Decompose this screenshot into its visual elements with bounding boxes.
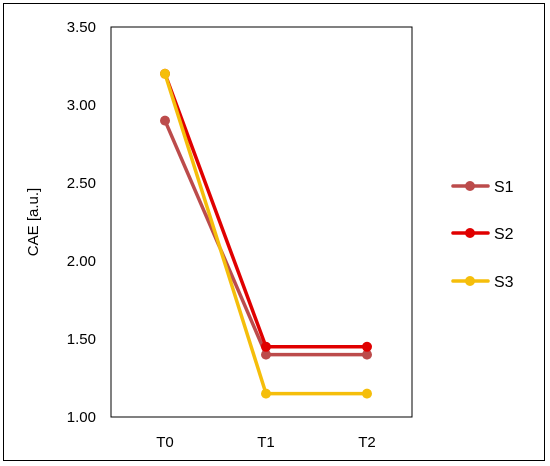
legend-item: S2 [451, 226, 514, 243]
data-point [362, 388, 372, 399]
y-tick-label: 3.50 [67, 19, 96, 36]
legend: S1 S2 S3 [451, 179, 514, 291]
legend-swatch-marker [465, 181, 475, 191]
plot-area [110, 26, 413, 418]
series-s1 [160, 115, 372, 360]
y-tick-label: 1.00 [67, 409, 96, 426]
series-group [160, 68, 372, 399]
data-point [362, 341, 372, 352]
x-axis: T0 T1 T2 [156, 434, 376, 451]
y-axis: 1.00 1.50 2.00 2.50 3.00 3.50 [67, 19, 96, 426]
data-point [160, 115, 170, 126]
legend-label: S3 [494, 274, 514, 291]
legend-item: S3 [451, 274, 514, 291]
legend-label: S2 [494, 226, 514, 243]
data-point [362, 349, 372, 360]
y-tick-label: 3.00 [67, 97, 96, 114]
data-point [160, 68, 170, 79]
legend-item: S1 [451, 179, 514, 196]
x-tick-label: T1 [257, 434, 275, 451]
series-s3 [160, 68, 372, 399]
y-tick-label: 2.00 [67, 253, 96, 270]
x-tick-label: T2 [358, 434, 376, 451]
y-tick-label: 1.50 [67, 331, 96, 348]
data-point [261, 349, 271, 360]
legend-swatch-marker [465, 228, 475, 238]
x-tick-label: T0 [156, 434, 174, 451]
data-point [261, 388, 271, 399]
data-point [261, 341, 271, 352]
y-axis-label: CAE [a.u.] [25, 188, 42, 256]
legend-label: S1 [494, 179, 514, 196]
y-tick-label: 2.50 [67, 175, 96, 192]
legend-swatch-marker [465, 276, 475, 286]
